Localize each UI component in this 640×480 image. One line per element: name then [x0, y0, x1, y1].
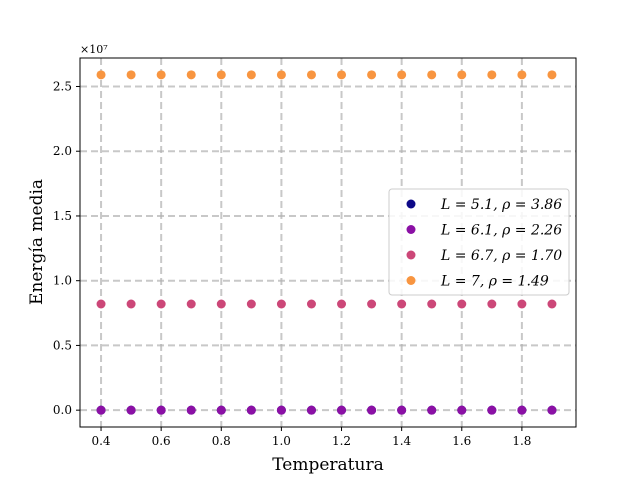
legend-label-3: L = 6.7, ρ = 1.70 [440, 248, 562, 264]
legend-box [388, 188, 570, 296]
series-3-point [547, 299, 557, 309]
series-2-point [457, 405, 467, 415]
series-2-point [367, 405, 377, 415]
y-tick-label: 2.0 [53, 144, 72, 158]
x-tick-label: 0.8 [212, 434, 231, 448]
data-points [96, 70, 557, 415]
x-tick-label: 1.4 [392, 434, 411, 448]
series-4-point [547, 70, 557, 80]
y-tick-label: 1.5 [53, 209, 72, 223]
series-3-point [397, 299, 407, 309]
legend-label-1: L = 5.1, ρ = 3.86 [440, 197, 562, 213]
y-tick-label: 0.5 [53, 338, 72, 352]
series-2-point [306, 405, 316, 415]
series-3-point [96, 299, 106, 309]
series-3-point [337, 299, 347, 309]
series-3-point [246, 299, 256, 309]
legend-label-4: L = 7, ρ = 1.49 [440, 274, 549, 290]
y-tick-label: 1.0 [53, 274, 72, 288]
series-2-point [547, 405, 557, 415]
series-2-point [216, 405, 226, 415]
series-4-point [397, 70, 407, 80]
legend-marker-4 [406, 276, 416, 285]
x-axis-label: Temperatura [272, 455, 383, 475]
series-4-point [186, 70, 196, 80]
x-tick-label: 0.4 [91, 434, 110, 448]
legend: L = 5.1, ρ = 3.86 L = 6.1, ρ = 2.26 L = 6.… [388, 188, 570, 296]
y-tick-label: 0.0 [53, 403, 72, 417]
series-3-point [427, 299, 437, 309]
series-3-point [457, 299, 467, 309]
series-4-point [276, 70, 286, 80]
series-4-point [96, 70, 106, 80]
legend-marker-2 [406, 225, 416, 234]
series-2-point [246, 405, 256, 415]
series-2-point [427, 405, 437, 415]
y-axis-label: Energía media [27, 179, 47, 305]
plot-frame [79, 57, 577, 428]
legend-label-2: L = 6.1, ρ = 2.26 [440, 223, 562, 239]
series-3-point [126, 299, 136, 309]
series-4-point [427, 70, 437, 80]
series-4-point [156, 70, 166, 80]
series-2-point [126, 405, 136, 415]
series-2-point [337, 405, 347, 415]
series-2-point [96, 405, 106, 415]
series-4-point [126, 70, 136, 80]
series-3-point [367, 299, 377, 309]
series-4-point [517, 70, 527, 80]
series-3-point [306, 299, 316, 309]
series-4-point [306, 70, 316, 80]
series-3-point [276, 299, 286, 309]
series-2-point [186, 405, 196, 415]
y-tick-label: 2.5 [53, 79, 72, 93]
series-2-point [156, 405, 166, 415]
x-tick-label: 0.6 [152, 434, 171, 448]
x-tick-label: 1.8 [512, 434, 531, 448]
series-4-point [216, 70, 226, 80]
series-3-point [487, 299, 497, 309]
x-tick-label: 1.6 [452, 434, 471, 448]
x-axis-ticks: 0.4 0.6 0.8 1.0 1.2 1.4 1.6 1.8 [91, 427, 531, 448]
series-3-point [186, 299, 196, 309]
series-4-point [367, 70, 377, 80]
series-3-point [156, 299, 166, 309]
y-multiplier-label: ×10⁷ [80, 43, 108, 56]
series-2-point [517, 405, 527, 415]
series-2-point [397, 405, 407, 415]
x-tick-label: 1.2 [332, 434, 351, 448]
x-tick-label: 1.0 [272, 434, 291, 448]
legend-marker-3 [406, 250, 416, 260]
series-4-point [246, 70, 256, 80]
legend-marker-1 [406, 199, 416, 209]
series-4-point [487, 70, 497, 80]
series-4-point [457, 70, 467, 80]
series-2-point [487, 405, 497, 415]
series-3-point [517, 299, 527, 309]
series-4-point [337, 70, 347, 80]
y-axis-ticks: 0.0 0.5 1.0 1.5 2.0 2.5 [53, 79, 80, 417]
series-2-point [276, 405, 286, 415]
series-3-point [216, 299, 226, 309]
